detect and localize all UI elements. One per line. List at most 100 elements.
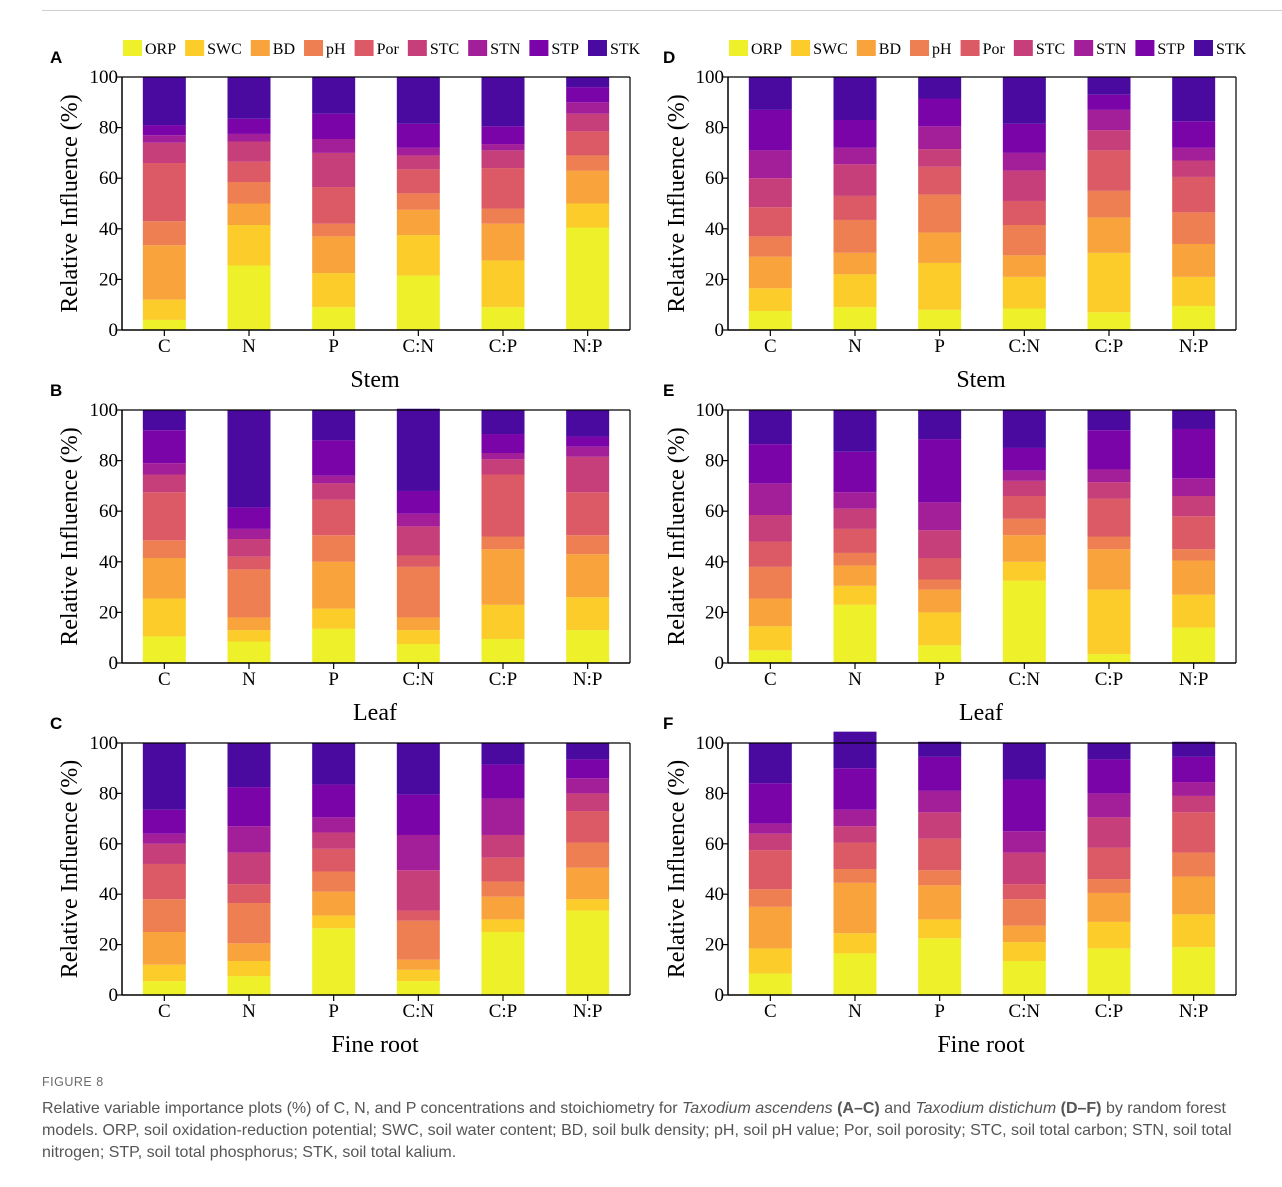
y-tick-label: 0 bbox=[109, 985, 119, 1006]
y-tick-label: 100 bbox=[696, 67, 725, 88]
bar-segment-ph bbox=[312, 535, 356, 562]
bar-segment-stk bbox=[1002, 743, 1046, 780]
bar-segment-stn bbox=[918, 126, 962, 150]
bar-segment-por bbox=[396, 169, 440, 194]
bar-segment-stk bbox=[1087, 410, 1131, 431]
bar-segment-swc bbox=[918, 919, 962, 939]
bar-segment-bd bbox=[566, 170, 610, 204]
bar-segment-swc bbox=[1172, 276, 1216, 306]
bar-segment-stc bbox=[1087, 482, 1131, 499]
y-tick-label: 100 bbox=[90, 67, 119, 88]
legend-swatch bbox=[729, 40, 748, 56]
legend-swatch bbox=[123, 40, 142, 56]
y-tick-label: 40 bbox=[99, 884, 118, 905]
bar-segment-ph bbox=[833, 219, 877, 253]
bar-segment-bd bbox=[1002, 925, 1046, 943]
bar-segment-ph bbox=[566, 535, 610, 555]
bar-segment-ph bbox=[142, 899, 186, 932]
bar-segment-stn bbox=[227, 826, 271, 853]
bar-segment-stc bbox=[1172, 496, 1216, 517]
bar-segment-ph bbox=[142, 221, 186, 246]
bar-segment-swc bbox=[227, 630, 271, 642]
bar-segment-ph bbox=[748, 566, 792, 599]
bar-segment-por bbox=[1172, 516, 1216, 550]
bar-segment-swc bbox=[142, 299, 186, 320]
x-tick-label: N bbox=[242, 669, 256, 690]
bar-segment-stn bbox=[1087, 109, 1131, 131]
legend-label: BD bbox=[879, 41, 901, 58]
bar-segment-bd bbox=[142, 558, 186, 599]
bar-segment-bd bbox=[396, 209, 440, 236]
bar-segment-swc bbox=[566, 597, 610, 631]
bar-segment-swc bbox=[1087, 589, 1131, 655]
bar-segment-bd bbox=[396, 617, 440, 631]
bar-segment-stc bbox=[748, 515, 792, 542]
y-axis-label: Relative Influence (%) bbox=[57, 427, 83, 646]
bar-segment-orp bbox=[1172, 627, 1216, 663]
bar-segment-por bbox=[1087, 150, 1131, 191]
bar-segment-stp bbox=[833, 451, 877, 493]
bar-segment-stk bbox=[312, 743, 356, 785]
y-tick-label: 40 bbox=[705, 552, 724, 573]
x-axis-label: Fine root bbox=[331, 1032, 419, 1058]
bar-segment-por bbox=[396, 910, 440, 921]
bar-segment-ph bbox=[1002, 518, 1046, 536]
bar-segment-por bbox=[142, 492, 186, 541]
bar-segment-stn bbox=[142, 463, 186, 475]
legend-swatch bbox=[250, 40, 270, 56]
bar-segment-ph bbox=[833, 552, 877, 566]
bar-segment-stk bbox=[142, 743, 186, 810]
y-axis-label: Relative Influence (%) bbox=[57, 760, 83, 979]
bar-segment-bd bbox=[833, 252, 877, 275]
bar-segment-swc bbox=[833, 933, 877, 954]
x-tick-label: C bbox=[764, 669, 777, 690]
bar-segment-ph bbox=[1172, 549, 1216, 561]
bar-segment-ph bbox=[312, 871, 356, 892]
bar-segment-orp bbox=[1172, 947, 1216, 995]
y-tick-label: 0 bbox=[715, 653, 725, 674]
x-tick-label: N bbox=[242, 1001, 256, 1022]
y-tick-label: 80 bbox=[99, 118, 118, 139]
panel-a: C N P C:N C:P N:P 0 20 40 60 80 100 Relative Influen… bbox=[50, 48, 631, 393]
y-axis-label: Relative Influence (%) bbox=[57, 94, 83, 313]
legend-item-stp: STP bbox=[529, 40, 579, 58]
legend-item-stc: STC bbox=[407, 40, 459, 58]
bar-segment-bd bbox=[918, 885, 962, 920]
bar-segment-bd bbox=[312, 236, 356, 274]
bar-segment-swc bbox=[481, 604, 525, 639]
bar-segment-bd bbox=[1087, 217, 1131, 253]
bar-segment-stk bbox=[1172, 410, 1216, 429]
bar-segment-ph bbox=[312, 223, 356, 237]
bar-segment-por bbox=[1002, 496, 1046, 519]
legend-item-stk: STK bbox=[1193, 40, 1247, 58]
bar-segment-stp bbox=[481, 434, 525, 454]
x-tick-label: P bbox=[934, 1001, 945, 1022]
bar-segment-stc bbox=[1172, 795, 1216, 813]
bar-segment-swc bbox=[1172, 594, 1216, 628]
bar-segment-stp bbox=[142, 809, 186, 834]
bar-segment-stp bbox=[1172, 756, 1216, 783]
bar-segment-stc bbox=[227, 539, 271, 557]
bar-segment-stp bbox=[227, 118, 271, 134]
bar-segment-stp bbox=[833, 768, 877, 810]
bar-segment-bd bbox=[1087, 892, 1131, 922]
bar-segment-stk bbox=[1172, 741, 1216, 757]
bar-segment-stk bbox=[312, 410, 356, 441]
caption-species-b: Taxodium distichum bbox=[915, 1100, 1057, 1117]
bar-segment-stn bbox=[142, 135, 186, 143]
bar-segment-orp bbox=[481, 638, 525, 663]
y-tick-label: 40 bbox=[99, 219, 118, 240]
y-tick-label: 100 bbox=[90, 400, 119, 421]
legend-item-stn: STN bbox=[1074, 40, 1127, 58]
legend-item-swc: SWC bbox=[791, 40, 848, 58]
bar-segment-swc bbox=[396, 630, 440, 645]
bar-segment-stc bbox=[481, 834, 525, 858]
panel-letter: D bbox=[663, 48, 675, 67]
bar-segment-stn bbox=[1172, 782, 1216, 796]
x-tick-label: C:P bbox=[489, 336, 518, 357]
legend-swatch bbox=[856, 40, 876, 56]
bar-segment-ph bbox=[1087, 536, 1131, 550]
bar-segment-orp bbox=[918, 938, 962, 995]
bar-segment-orp bbox=[396, 981, 440, 995]
bar-segment-orp bbox=[748, 650, 792, 663]
